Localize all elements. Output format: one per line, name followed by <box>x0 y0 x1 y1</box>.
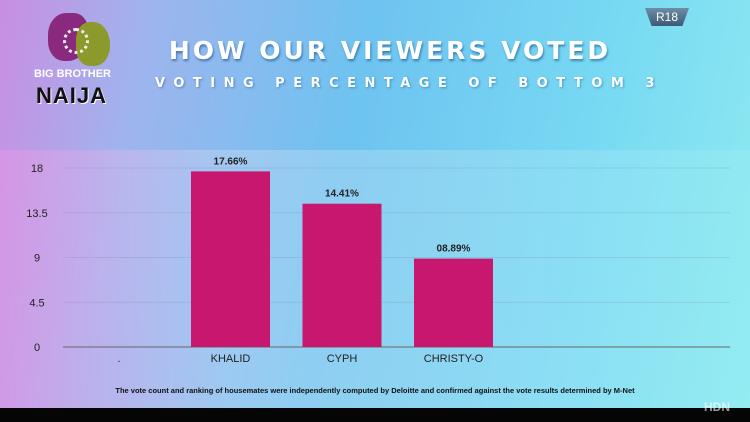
data-label: 14.41% <box>325 189 359 200</box>
chart-title: HOW OUR VIEWERS VOTED <box>168 36 612 65</box>
x-tick-label: CHRISTY-O <box>424 353 484 365</box>
footnote: The vote count and ranking of housemates… <box>115 386 635 395</box>
chart-subtitle: VOTING PERCENTAGE OF BOTTOM 3 <box>155 76 663 91</box>
logo-eye <box>63 28 89 54</box>
y-tick-label: 9 <box>34 253 40 265</box>
y-tick-label: 0 <box>34 342 40 354</box>
x-tick-label: . <box>117 353 120 365</box>
big-brother-naija-logo: BIG BROTHER NAIJA <box>28 8 128 108</box>
bottom-bar <box>0 408 750 422</box>
bar-khalid <box>191 171 270 347</box>
bar-cyph <box>302 203 382 347</box>
x-tick-label: CYPH <box>327 353 358 365</box>
y-tick-label: 13.5 <box>26 208 47 220</box>
y-tick-label: 4.5 <box>29 297 44 309</box>
y-tick-label: 18 <box>31 163 43 175</box>
x-tick-label: KHALID <box>211 353 251 365</box>
data-label: 08.89% <box>437 244 471 255</box>
bar-christy-o <box>414 258 493 347</box>
logo-text-big-brother: BIG BROTHER <box>34 68 111 80</box>
rating-badge: R18 <box>645 8 689 26</box>
watermark: HDN <box>704 400 730 414</box>
logo-text-naija: NAIJA <box>36 83 108 108</box>
data-label: 17.66% <box>214 156 248 167</box>
